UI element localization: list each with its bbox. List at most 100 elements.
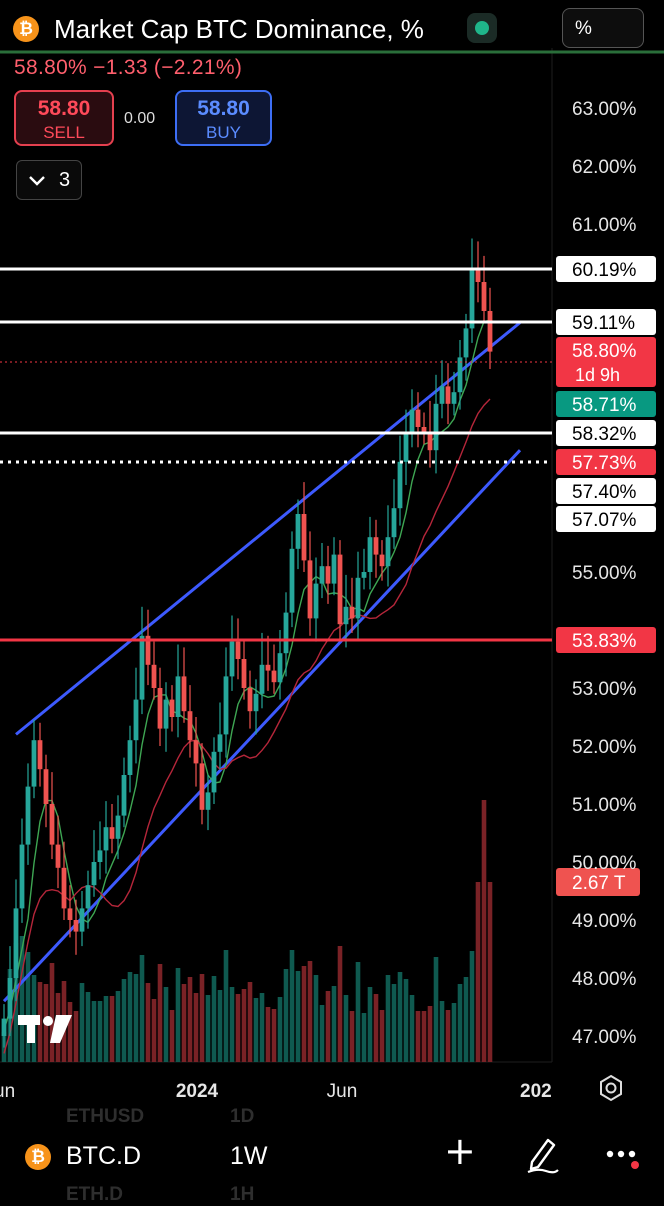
price-tick-label: 47.00%	[572, 1027, 637, 1048]
level-label: 58.80%	[572, 341, 637, 362]
volume-bar	[235, 994, 241, 1062]
candle-body	[193, 740, 199, 764]
volume-bar	[193, 993, 199, 1062]
volume-bar	[229, 987, 235, 1062]
volume-bar	[487, 882, 493, 1062]
settings-gear-icon[interactable]	[596, 1073, 626, 1103]
volume-bar	[247, 982, 253, 1062]
price-tick-label: 49.00%	[572, 911, 637, 932]
candle-body	[133, 699, 139, 741]
price-tick-label: 63.00%	[572, 99, 637, 120]
level-label-bg	[556, 391, 656, 417]
symbol-logo-icon: ₿	[25, 1144, 51, 1170]
volume-bar	[421, 1011, 427, 1062]
price-axis[interactable]: 47.00% 48.00% 49.00% 50.00% 51.00% 52.00% 53.0…	[572, 99, 637, 1048]
volume-bar	[283, 969, 289, 1062]
sell-price: 58.80	[37, 97, 91, 120]
candle-body	[187, 711, 193, 741]
horizontal-levels[interactable]: 60.19% 59.11% 58.80% 1d 9h 58.71% 58.32% 57.73…	[0, 256, 656, 896]
volume-bar	[133, 974, 139, 1062]
symbol-selector[interactable]: BTC.D	[66, 1142, 141, 1170]
candle-body	[43, 769, 49, 804]
volume-bar	[25, 952, 31, 1062]
volume-bar	[49, 963, 55, 1062]
candle-body	[289, 548, 295, 613]
price-chart[interactable]: 60.19% 59.11% 58.80% 1d 9h 58.71% 58.32% 57.73…	[0, 0, 664, 1110]
level-label-bg	[556, 420, 656, 446]
candle-body	[301, 514, 307, 561]
buy-price: 58.80	[197, 97, 250, 120]
volume-bar	[253, 998, 259, 1062]
volume-bar	[157, 964, 163, 1062]
candle-body	[271, 670, 277, 683]
candle-body	[391, 508, 397, 538]
candle-body	[169, 699, 175, 717]
level-label-bg	[556, 337, 656, 387]
buy-button[interactable]: 58.80 BUY	[175, 90, 272, 146]
countdown-label: 1d 9h	[575, 365, 620, 385]
volume-bar	[19, 936, 25, 1062]
volume-bar	[259, 993, 265, 1062]
drawing-tools-icon[interactable]	[524, 1134, 560, 1174]
volume-bar	[109, 996, 115, 1062]
bottom-toolbar: ETHUSD 1D ETH.D 1H	[0, 1106, 664, 1205]
percent-scale-button[interactable]: %	[562, 8, 644, 48]
buy-label: BUY	[206, 123, 241, 142]
volume-bar	[475, 882, 481, 1062]
candle-body	[361, 572, 367, 578]
candle-body	[25, 786, 31, 845]
more-menu-icon[interactable]	[604, 1134, 644, 1174]
candle-body	[277, 653, 283, 683]
volume-bar	[265, 1007, 271, 1062]
level-label: 57.40%	[572, 482, 637, 503]
candle-body	[331, 554, 337, 584]
candle-body	[307, 560, 313, 619]
candle-body	[457, 357, 463, 393]
level-label-bg	[556, 478, 656, 504]
level-label: 58.32%	[572, 424, 637, 445]
volume-bar	[385, 975, 391, 1062]
volume-bar	[337, 946, 343, 1062]
chart-title[interactable]: Market Cap BTC Dominance, %	[54, 14, 424, 44]
volume-bar	[463, 977, 469, 1062]
volume-bar	[181, 984, 187, 1062]
indicators-toggle-button[interactable]: 3	[16, 160, 82, 200]
time-tick-label: 202	[520, 1081, 552, 1102]
candle-body	[379, 554, 385, 567]
candle-body	[403, 432, 409, 462]
market-status-icon[interactable]	[467, 13, 497, 43]
level-label-bg	[556, 627, 656, 653]
volume-bar	[373, 994, 379, 1062]
sell-button[interactable]: 58.80 SELL	[14, 90, 114, 146]
candle-body	[217, 734, 223, 752]
volume-bar	[379, 1010, 385, 1062]
candle-body	[115, 815, 121, 839]
price-tick-label: 53.00%	[572, 679, 637, 700]
candle-body	[127, 740, 133, 775]
level-label: 57.07%	[572, 510, 637, 531]
candle-body	[151, 664, 157, 688]
volume-bar	[103, 996, 109, 1062]
candle-body	[451, 392, 457, 404]
candle-body	[211, 751, 217, 793]
volume-bar	[199, 974, 205, 1062]
price-tick-label: 51.00%	[572, 795, 637, 816]
volume-bar	[205, 995, 211, 1062]
volume-bar	[187, 977, 193, 1062]
candle-body	[355, 577, 361, 619]
candle-body	[319, 566, 325, 584]
add-icon[interactable]: +	[444, 1129, 476, 1173]
time-axis[interactable]: un 2024 Jun 202	[0, 1081, 552, 1102]
candle-body	[13, 908, 19, 978]
candle-body	[397, 461, 403, 509]
volume-bar	[343, 995, 349, 1062]
moving-average-line	[3, 398, 491, 1054]
volume-bar	[307, 961, 313, 1062]
volume-bar	[127, 972, 133, 1062]
sell-label: SELL	[43, 123, 85, 142]
time-tick-label: 2024	[176, 1081, 219, 1102]
candle-body	[55, 844, 61, 868]
interval-selector[interactable]: 1W	[230, 1142, 268, 1170]
volume-bar	[409, 995, 415, 1062]
channel-lower-line	[2, 449, 522, 1003]
